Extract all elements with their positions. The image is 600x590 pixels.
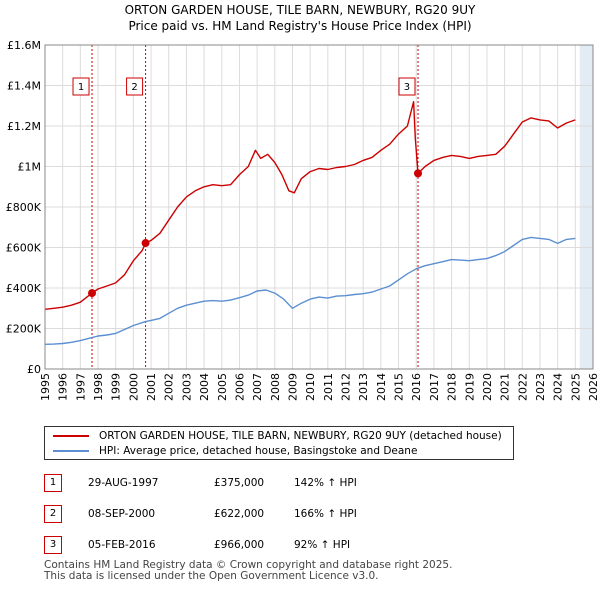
transaction-hpi: 166% ↑ HPI [294, 508, 357, 520]
transaction-number: 3 [44, 536, 62, 554]
y-tick-label: £400K [6, 282, 42, 295]
x-tick-label: 2012 [340, 373, 353, 401]
x-tick-label: 1996 [57, 373, 70, 401]
series-line-hpi [44, 236, 576, 345]
transaction-price: £966,000 [214, 539, 265, 551]
y-tick-label: £200K [6, 323, 42, 336]
x-tick-label: 2009 [286, 373, 299, 401]
legend-item-hpi: HPI: Average price, detached house, Basi… [53, 443, 417, 459]
footer-copyright: Contains HM Land Registry data © Crown c… [44, 559, 453, 571]
x-tick-label: 2000 [127, 373, 140, 401]
x-tick-label: 2024 [552, 373, 565, 401]
y-tick-label: £1.6M [7, 39, 41, 52]
x-tick-label: 2015 [393, 373, 406, 401]
x-tick-label: 2003 [180, 373, 193, 401]
transaction-date: 29-AUG-1997 [88, 477, 159, 489]
x-tick-label: 2026 [587, 373, 600, 401]
x-tick-label: 2014 [375, 373, 388, 401]
x-tick-label: 2021 [499, 373, 512, 401]
transaction-number: 1 [44, 474, 62, 492]
x-tick-label: 1999 [110, 373, 123, 401]
x-tick-label: 2004 [198, 373, 211, 401]
x-tick-label: 2001 [145, 373, 158, 401]
x-tick-label: 2008 [269, 373, 282, 401]
transaction-date: 08-SEP-2000 [88, 508, 156, 520]
legend-label-property: ORTON GARDEN HOUSE, TILE BARN, NEWBURY, … [99, 430, 502, 442]
sale-point [141, 239, 150, 248]
transaction-row: 1 29-AUG-1997 £375,000 142% ↑ HPI [44, 474, 544, 492]
legend-swatch-hpi [53, 450, 89, 452]
y-tick-label: £0 [27, 363, 41, 376]
x-tick-label: 2022 [516, 373, 529, 401]
x-tick-label: 2025 [569, 373, 582, 401]
transaction-hpi: 92% ↑ HPI [294, 539, 351, 551]
sale-label-number: 1 [78, 82, 84, 93]
footer: Contains HM Land Registry data © Crown c… [44, 560, 452, 582]
x-tick-label: 2016 [410, 373, 423, 401]
transaction-price: £375,000 [214, 477, 265, 489]
y-tick-label: £1.2M [7, 120, 41, 133]
y-tick-label: £800K [6, 201, 42, 214]
legend-label-hpi: HPI: Average price, detached house, Basi… [99, 445, 418, 457]
y-tick-label: £1M [18, 161, 42, 174]
x-tick-label: 2005 [216, 373, 229, 401]
sale-label-number: 3 [404, 82, 410, 93]
sale-point [88, 289, 97, 298]
sale-label-box [126, 77, 144, 96]
price-chart: 1995 1996 1997 1998 1999 2000 2001 2002 2003 2004… [6, 39, 600, 401]
x-tick-label: 2018 [446, 373, 459, 401]
x-tick-label: 1995 [39, 373, 52, 401]
x-tick-label: 2007 [251, 373, 264, 401]
legend-item-property: ORTON GARDEN HOUSE, TILE BARN, NEWBURY, … [53, 428, 502, 444]
y-tick-label: £1.4M [7, 80, 41, 93]
legend: ORTON GARDEN HOUSE, TILE BARN, NEWBURY, … [44, 426, 514, 460]
y-tick-label: £600K [6, 242, 42, 255]
sale-label-number: 2 [131, 82, 137, 93]
x-tick-label: 1998 [92, 373, 105, 401]
footer-licence: This data is licensed under the Open Gov… [44, 570, 379, 582]
x-tick-label: 1997 [74, 373, 87, 401]
x-tick-label: 2017 [428, 373, 441, 401]
chart-title: ORTON GARDEN HOUSE, TILE BARN, NEWBURY, … [124, 3, 476, 17]
transaction-row: 3 05-FEB-2016 £966,000 92% ↑ HPI [44, 536, 544, 554]
series-line-property [44, 101, 576, 310]
legend-swatch-property [53, 435, 89, 437]
chart-subtitle: Price paid vs. HM Land Registry's House … [128, 19, 472, 33]
x-tick-label: 2023 [534, 373, 547, 401]
x-tick-label: 2010 [304, 373, 317, 401]
transaction-row: 2 08-SEP-2000 £622,000 166% ↑ HPI [44, 505, 544, 523]
x-tick-label: 2019 [463, 373, 476, 401]
x-tick-label: 2002 [163, 373, 176, 401]
transaction-date: 05-FEB-2016 [88, 539, 156, 551]
sale-point [413, 169, 422, 178]
plot-border [44, 44, 594, 370]
sale-label-box [72, 77, 90, 96]
sale-label-box [398, 77, 416, 96]
x-tick-label: 2011 [322, 373, 335, 401]
x-tick-label: 2006 [233, 373, 246, 401]
x-tick-label: 2020 [481, 373, 494, 401]
transaction-price: £622,000 [214, 508, 265, 520]
transaction-number: 2 [44, 505, 62, 523]
transaction-hpi: 142% ↑ HPI [294, 477, 357, 489]
x-tick-label: 2013 [357, 373, 370, 401]
